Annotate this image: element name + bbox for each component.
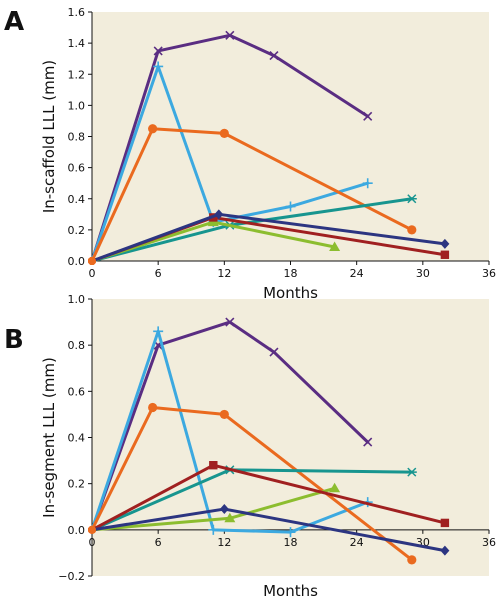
data-point [440,545,450,556]
data-point [440,518,450,528]
series-6 [88,504,450,556]
data-point [285,527,296,538]
x-tick-label: 24 [350,536,364,549]
data-point [362,178,373,189]
y-tick-label: 0.4 [68,432,86,445]
y-tick-label: 0.6 [68,162,86,175]
data-point [440,250,450,259]
y-tick-label: 0.8 [68,339,86,352]
x-axis-title: Months [263,284,318,302]
data-point [406,467,417,477]
x-tick-label: 12 [217,267,231,280]
data-point [88,525,96,534]
y-tick-label: 1.2 [68,68,86,81]
x-tick-label: 6 [155,267,162,280]
data-point [153,61,164,72]
y-tick-label: 0.4 [68,193,86,206]
data-point [219,128,229,138]
series-2 [88,402,417,565]
data-point [219,504,229,515]
x-tick-label: 36 [482,267,496,280]
data-point [208,524,219,535]
chart-panel-a: A 0.0 0.2 0.4 0.6 0.8 1.0 1.2 1.4 1.6 0 6 12 18 24 30 36… [4,6,496,302]
x-tick-label: 18 [284,267,298,280]
data-point [224,512,236,523]
x-tick-label: 12 [217,536,231,549]
x-tick-label: 30 [416,267,430,280]
x-tick-label: 0 [89,267,96,280]
y-tick-label: 0.2 [68,478,86,491]
panel-label: B [4,325,24,355]
panel-label: A [4,7,24,37]
data-point [440,238,450,249]
x-tick-label: 24 [350,267,364,280]
data-point [219,409,229,420]
data-point [269,51,279,61]
data-point [329,482,341,493]
data-point [285,201,296,212]
data-point [406,194,417,204]
y-axis-title: In-scaffold LLL (mm) [40,60,58,213]
data-point [225,30,235,40]
y-tick-label: −0.2 [58,570,85,583]
y-tick-label: 0.6 [68,385,86,398]
data-point [407,555,417,565]
x-tick-label: 18 [284,536,298,549]
x-tick-label: 6 [155,536,162,549]
data-point [363,111,373,121]
y-tick-label: 1.6 [68,6,86,19]
y-tick-label: 1.0 [68,293,86,306]
x-axis-title: Months [263,582,318,600]
chart-panel-b: B−0.20.00.20.40.60.81.00 6 12 18 24 30 36Month… [4,293,496,600]
data-point [214,209,224,220]
y-tick-label: 1.4 [68,37,86,50]
series-6 [88,209,450,265]
x-tick-label: 0 [89,536,96,549]
y-tick-label: 0.0 [68,524,86,537]
data-point [363,437,373,447]
data-point [148,124,158,134]
data-point [269,347,279,357]
y-tick-label: 0.8 [68,131,86,144]
data-point [88,257,96,265]
data-point [148,402,158,413]
series-line [90,127,414,263]
data-point [153,326,164,337]
data-point [209,461,218,470]
data-point [153,46,163,56]
x-tick-label: 36 [482,536,496,549]
y-tick-label: 1.0 [68,99,86,112]
y-axis-title: In-segment LLL (mm) [40,357,58,518]
data-point [407,225,417,235]
data-point [225,317,235,327]
y-tick-label: 0.0 [68,255,86,268]
y-tick-label: 0.2 [68,224,86,237]
data-point [329,241,341,251]
series-line [90,405,414,562]
